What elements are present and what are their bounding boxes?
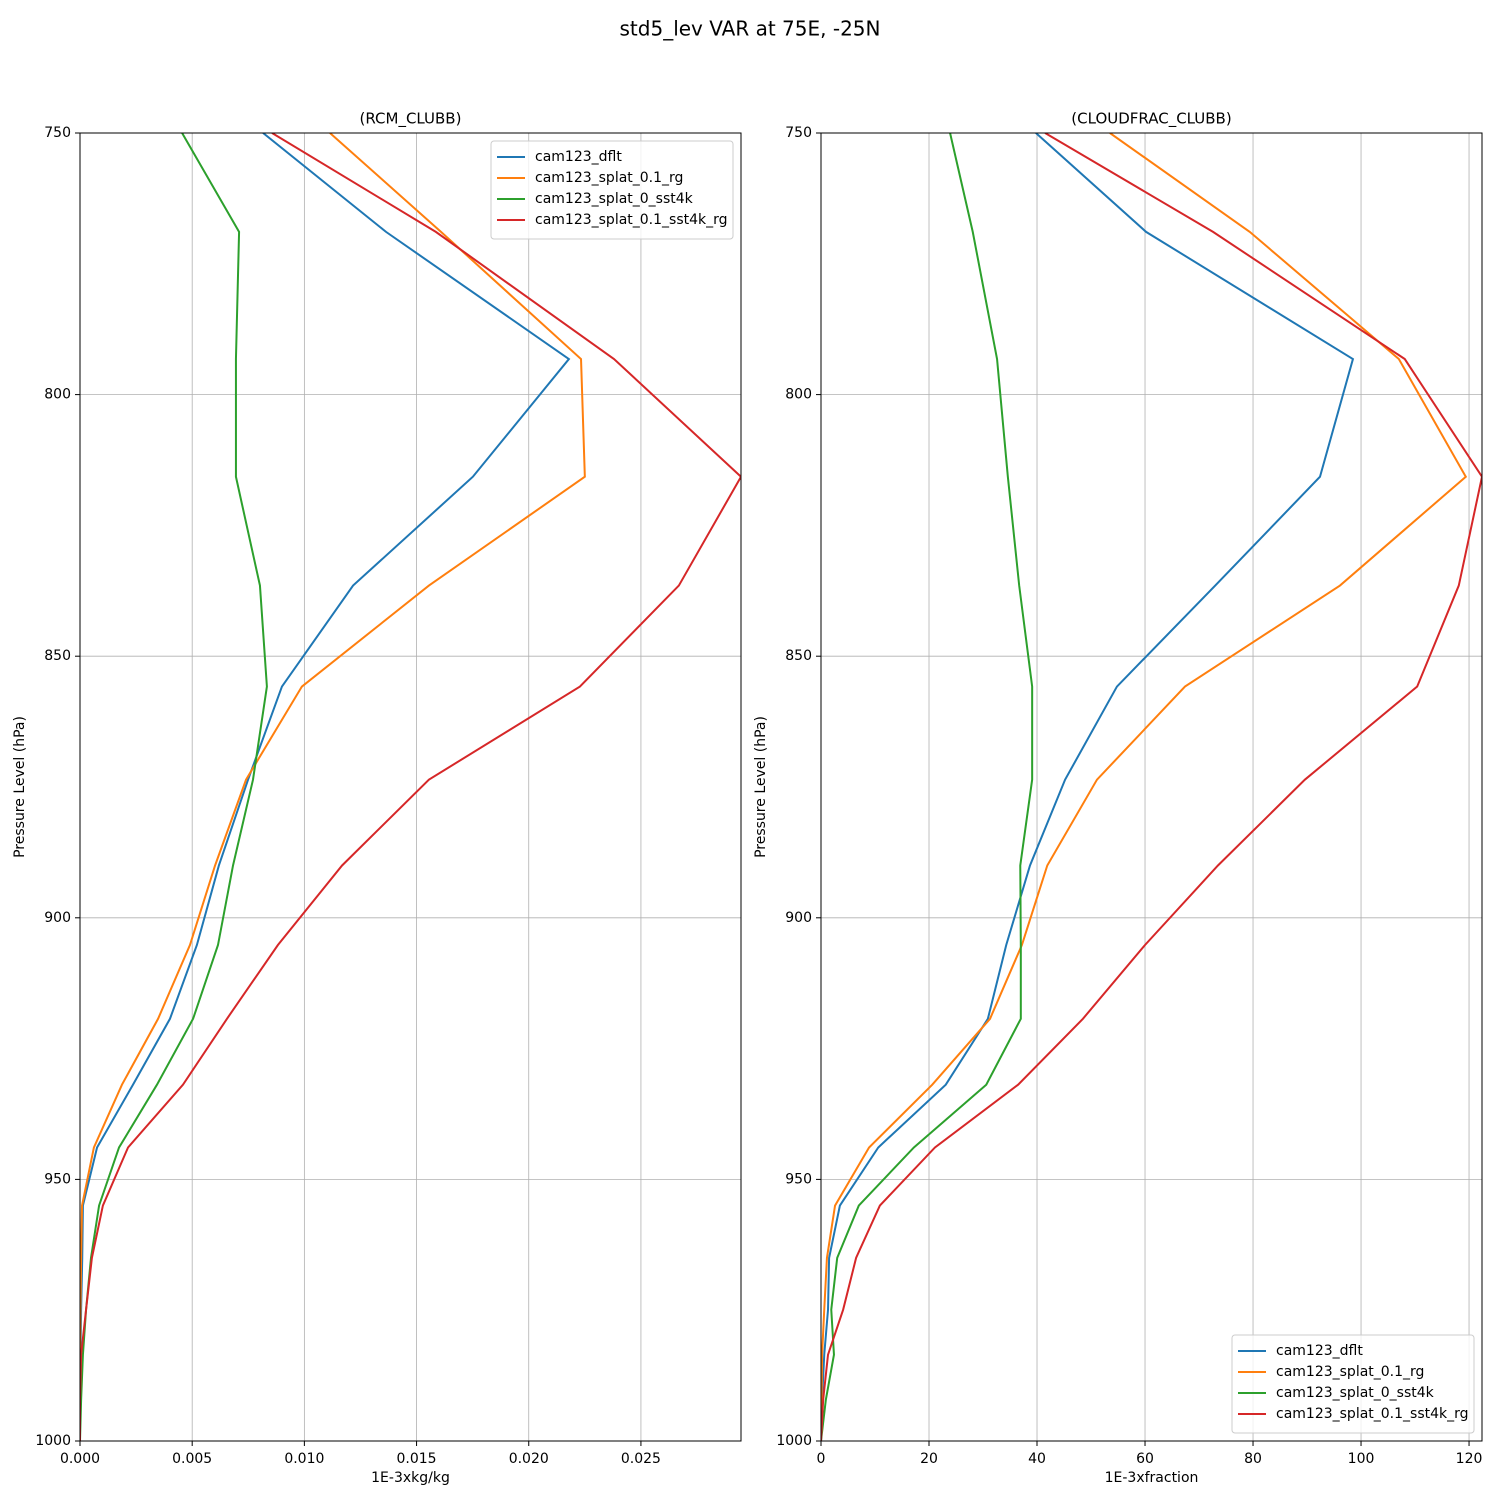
x-tick-label: 0 (817, 1451, 826, 1467)
axes-frame (820, 132, 1483, 1442)
x-tick-label: 0.015 (397, 1451, 437, 1467)
x-tick-label: 80 (1244, 1451, 1262, 1467)
legend-label: cam123_splat_0_sst4k (535, 191, 694, 207)
y-tick-label: 800 (44, 387, 71, 403)
x-tick-label: 0.000 (60, 1451, 100, 1467)
legend-label: cam123_splat_0.1_sst4k_rg (1276, 1406, 1469, 1422)
y-axis-label: Pressure Level (hPa) (753, 716, 769, 858)
plot-area (80, 133, 741, 1441)
legend-box (490, 140, 734, 240)
y-tick-label: 1000 (776, 1433, 812, 1449)
series-line (821, 133, 1482, 1441)
legend-label: cam123_dflt (1276, 1343, 1363, 1359)
series-line (821, 133, 1355, 1441)
x-tick-label: 40 (1028, 1451, 1046, 1467)
axes-title: (CLOUDFRAC_CLUBB) (1071, 110, 1231, 129)
y-tick-label: 750 (44, 125, 71, 141)
x-tick-label: 60 (1136, 1451, 1154, 1467)
axes-title: (RCM_CLUBB) (360, 110, 462, 129)
y-tick-label: 950 (44, 1171, 71, 1187)
y-tick-label: 1000 (35, 1433, 71, 1449)
legend-label: cam123_splat_0.1_rg (535, 170, 683, 186)
legend-label: cam123_splat_0.1_rg (1276, 1364, 1424, 1380)
series-line (821, 133, 1034, 1441)
figure-title: std5_lev VAR at 75E, -25N (620, 17, 881, 41)
x-tick-label: 0.010 (284, 1451, 324, 1467)
plot-area (821, 133, 1482, 1441)
y-tick-label: 850 (785, 648, 812, 664)
y-tick-label: 800 (785, 387, 812, 403)
y-axis-label: Pressure Level (hPa) (12, 716, 28, 858)
y-tick-label: 900 (44, 910, 71, 926)
axes-frame (79, 132, 742, 1442)
x-axis-label: 1E-3xkg/kg (371, 1470, 450, 1486)
series-line (80, 133, 741, 1441)
legend-box (1231, 1334, 1475, 1434)
y-tick-label: 900 (785, 910, 812, 926)
x-tick-label: 0.020 (509, 1451, 549, 1467)
legend-label: cam123_splat_0_sst4k (1276, 1385, 1435, 1401)
legend-label: cam123_splat_0.1_sst4k_rg (535, 212, 728, 228)
legend-label: cam123_dflt (535, 149, 622, 165)
x-tick-label: 0.005 (172, 1451, 212, 1467)
x-tick-label: 100 (1348, 1451, 1375, 1467)
x-tick-label: 120 (1456, 1451, 1483, 1467)
x-tick-label: 0.025 (621, 1451, 661, 1467)
y-tick-label: 750 (785, 125, 812, 141)
x-axis-label: 1E-3xfraction (1105, 1470, 1199, 1486)
x-tick-label: 20 (920, 1451, 938, 1467)
y-tick-label: 950 (785, 1171, 812, 1187)
y-tick-label: 850 (44, 648, 71, 664)
series-line (821, 133, 1468, 1441)
